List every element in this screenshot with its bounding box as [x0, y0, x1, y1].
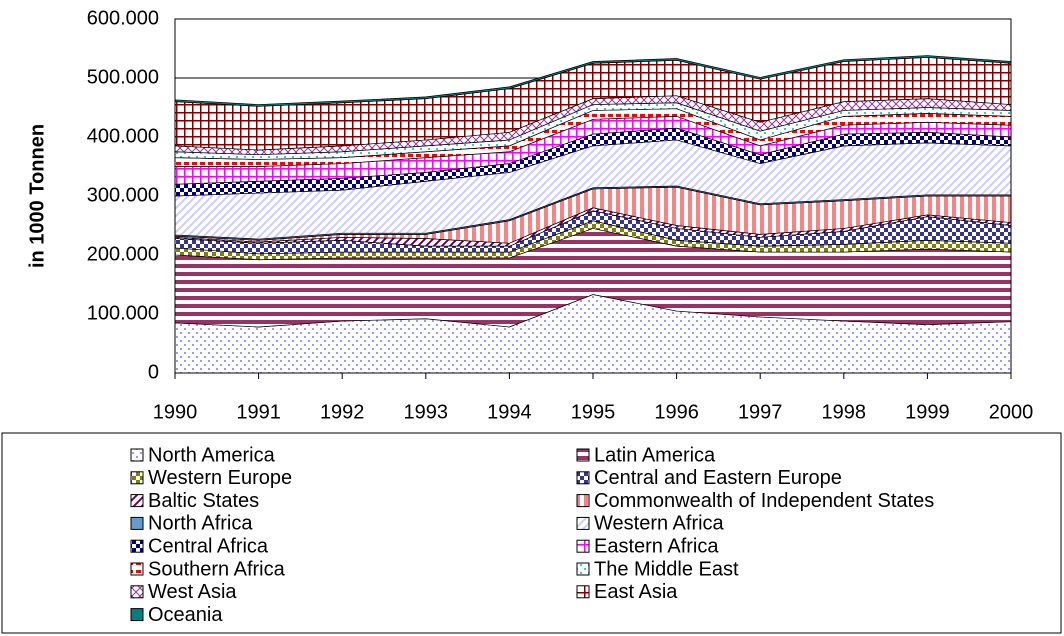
legend-swatch: [130, 608, 144, 622]
legend-swatch: [576, 585, 590, 599]
legend-label: Southern Africa: [148, 558, 286, 580]
x-tick-label: 1995: [571, 401, 616, 423]
legend-label: Western Africa: [594, 513, 725, 535]
legend-swatch: [130, 539, 144, 553]
legend-label: Western Europe: [148, 467, 292, 489]
x-tick-label: 1999: [905, 401, 950, 423]
x-tick-label: 1993: [404, 401, 449, 423]
legend-label: Eastern Africa: [594, 535, 719, 557]
y-tick-label: 100.000: [87, 302, 159, 324]
y-tick-label: 300.000: [87, 184, 159, 206]
legend-label: East Asia: [594, 581, 678, 603]
x-tick-label: 1991: [236, 401, 281, 423]
legend-swatch: [130, 562, 144, 576]
legend-swatch: [576, 539, 590, 553]
legend-swatch: [576, 448, 590, 462]
legend-label: Central Africa: [148, 535, 269, 557]
legend-label: Oceania: [148, 604, 223, 626]
legend-swatch: [130, 494, 144, 508]
x-tick-label: 1990: [153, 401, 198, 423]
x-tick-label: 2000: [989, 401, 1034, 423]
legend-swatch: [576, 471, 590, 485]
x-tick-label: 1998: [822, 401, 867, 423]
legend-swatch: [576, 562, 590, 576]
x-tick-label: 1996: [654, 401, 699, 423]
x-tick-label: 1997: [738, 401, 783, 423]
y-tick-label: 500.000: [87, 66, 159, 88]
y-axis-label: in 1000 Tonnen: [26, 124, 48, 268]
y-tick-label: 200.000: [87, 243, 159, 265]
legend-label: West Asia: [148, 581, 237, 603]
legend-label: Baltic States: [148, 490, 259, 512]
legend-label: Central and Eastern Europe: [594, 467, 842, 489]
x-tick-label: 1992: [320, 401, 365, 423]
y-tick-label: 600.000: [87, 7, 159, 29]
legend-swatch: [576, 516, 590, 530]
legend-label: Commonwealth of Independent States: [594, 490, 934, 512]
legend-swatch: [130, 585, 144, 599]
y-tick-label: 0: [148, 361, 159, 383]
legend-label: The Middle East: [594, 558, 739, 580]
legend-label: North America: [148, 444, 276, 466]
legend-label: Latin America: [594, 444, 716, 466]
legend-box: [1, 432, 1062, 634]
legend-swatch: [576, 494, 590, 508]
x-tick-label: 1994: [487, 401, 532, 423]
legend-swatch: [130, 448, 144, 462]
legend-label: North Africa: [148, 513, 253, 535]
legend-swatch: [130, 516, 144, 530]
y-tick-label: 400.000: [87, 125, 159, 147]
legend-swatch: [130, 471, 144, 485]
